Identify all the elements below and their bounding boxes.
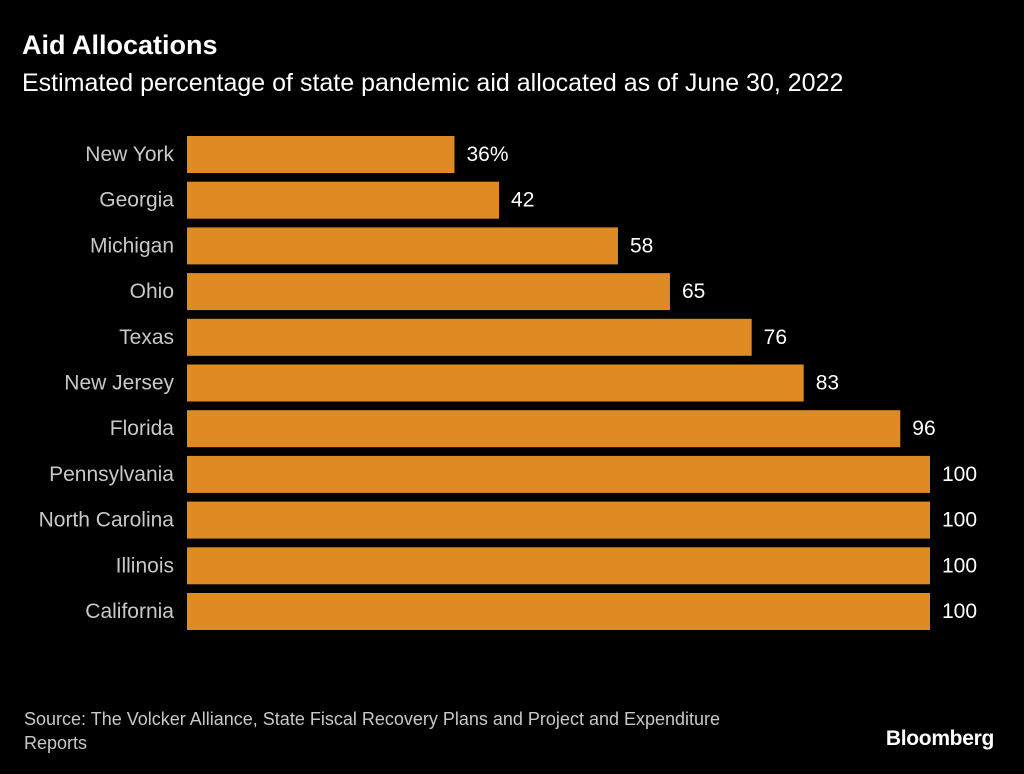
bar-chart: New York 36% Georgia 42 Michigan 58 Ohio 65 Texa…	[39, 136, 977, 630]
bar	[187, 410, 901, 448]
bar	[187, 364, 804, 402]
bar	[187, 547, 930, 585]
source-note: Source: The Volcker Alliance, State Fisc…	[24, 709, 721, 753]
value-label: 36%	[466, 143, 508, 166]
category-label: Georgia	[99, 189, 174, 212]
chart-subtitle: Estimated percentage of state pandemic a…	[22, 69, 844, 97]
bar	[187, 136, 455, 173]
value-label: 58	[630, 234, 653, 257]
value-label: 96	[912, 417, 935, 440]
value-label: 100	[942, 600, 977, 623]
chart-title: Aid Allocations	[22, 30, 218, 60]
category-label: Ohio	[130, 280, 174, 303]
category-label: Florida	[110, 417, 175, 440]
value-label: 65	[682, 280, 705, 303]
bloomberg-logo: Bloomberg	[885, 727, 994, 750]
value-label: 76	[764, 326, 787, 349]
bar	[187, 501, 930, 539]
bar	[187, 318, 752, 356]
category-label: California	[85, 600, 174, 623]
category-label: Michigan	[90, 234, 174, 257]
value-label: 100	[942, 554, 977, 577]
bar	[187, 455, 930, 493]
bar	[187, 227, 618, 265]
bar	[187, 181, 500, 219]
value-label: 42	[511, 189, 534, 212]
value-label: 83	[816, 372, 839, 395]
bar	[187, 273, 670, 311]
category-label: North Carolina	[39, 509, 175, 532]
category-label: New York	[85, 143, 174, 166]
category-label: New Jersey	[64, 372, 174, 395]
bar	[187, 593, 930, 630]
category-label: Texas	[119, 326, 174, 349]
category-label: Pennsylvania	[49, 463, 174, 486]
category-label: Illinois	[116, 554, 174, 577]
value-label: 100	[942, 463, 977, 486]
value-label: 100	[942, 509, 977, 532]
